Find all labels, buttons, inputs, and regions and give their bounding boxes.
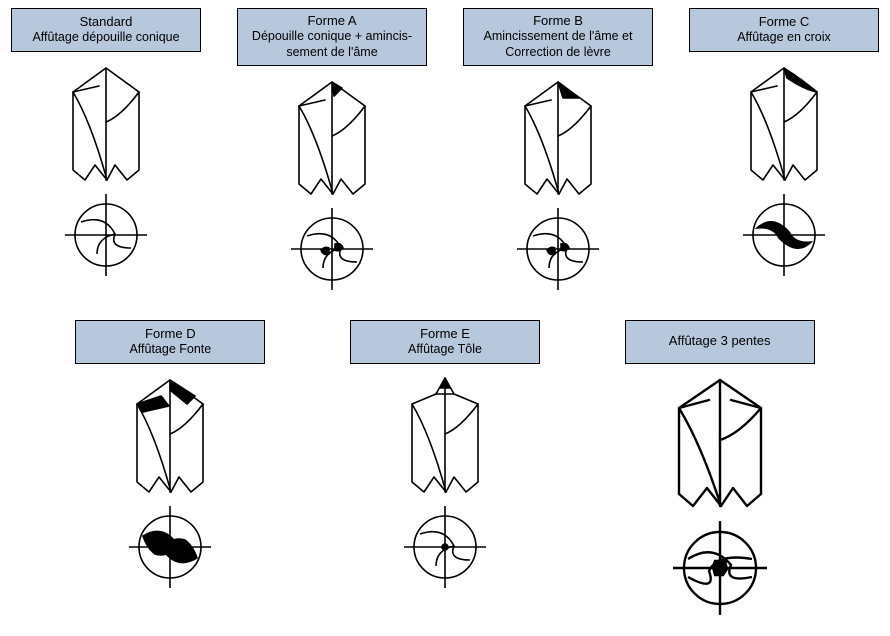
- end-view-icon: [65, 194, 147, 276]
- label-formeA: Forme A Dépouille conique + amincis-seme…: [237, 8, 427, 66]
- subtitle: Affûtage Fonte: [129, 342, 211, 358]
- label-formeE: Forme E Affûtage Tôle: [350, 320, 540, 364]
- drawings-formeE: [400, 374, 490, 588]
- row-0: Standard Affûtage dépouille conique: [8, 8, 882, 290]
- subtitle: Amincissement de l'âme etCorrection de l…: [484, 29, 633, 60]
- end-view-icon: [291, 208, 373, 290]
- end-view-icon: [517, 208, 599, 290]
- subtitle: Affûtage en croix: [737, 30, 831, 46]
- title: Forme A: [307, 13, 356, 29]
- card-formeE: Forme E Affûtage Tôle: [335, 320, 555, 615]
- side-view-icon: [513, 76, 603, 196]
- title: Forme B: [533, 13, 583, 29]
- title: Forme D: [145, 326, 196, 342]
- subtitle: Affûtage Tôle: [408, 342, 482, 358]
- side-view-icon: [61, 62, 151, 182]
- title: Affûtage 3 pentes: [669, 333, 771, 349]
- side-view-icon: [287, 76, 377, 196]
- card-formeA: Forme A Dépouille conique + amincis-seme…: [234, 8, 430, 290]
- subtitle: Affûtage dépouille conique: [32, 30, 179, 46]
- title: Standard: [80, 14, 133, 30]
- drawings-formeA: [287, 76, 377, 290]
- label-formeB: Forme B Amincissement de l'âme etCorrect…: [463, 8, 653, 66]
- side-view-icon: [400, 374, 490, 494]
- label-standard: Standard Affûtage dépouille conique: [11, 8, 201, 52]
- side-view-icon: [739, 62, 829, 182]
- diagram-grid: Standard Affûtage dépouille conique: [8, 8, 882, 615]
- card-standard: Standard Affûtage dépouille conique: [8, 8, 204, 290]
- subtitle: Dépouille conique + amincis-sement de l'…: [252, 29, 412, 60]
- drawings-formeC: [739, 62, 829, 276]
- drawings-formeB: [513, 76, 603, 290]
- label-formeC: Forme C Affûtage en croix: [689, 8, 879, 52]
- card-formeD: Forme D Affûtage Fonte: [60, 320, 280, 615]
- end-view-icon: [673, 521, 767, 615]
- card-formeC: Forme C Affûtage en croix: [686, 8, 882, 290]
- card-pentes3: Affûtage 3 pentes: [610, 320, 830, 615]
- end-view-icon: [404, 506, 486, 588]
- side-view-icon: [665, 374, 775, 509]
- label-formeD: Forme D Affûtage Fonte: [75, 320, 265, 364]
- label-pentes3: Affûtage 3 pentes: [625, 320, 815, 364]
- title: Forme C: [759, 14, 810, 30]
- drawings-pentes3: [665, 374, 775, 615]
- card-formeB: Forme B Amincissement de l'âme etCorrect…: [460, 8, 656, 290]
- row-1: Forme D Affûtage Fonte: [8, 320, 882, 615]
- drawings-standard: [61, 62, 151, 276]
- title: Forme E: [420, 326, 470, 342]
- side-view-icon: [125, 374, 215, 494]
- end-view-icon: [129, 506, 211, 588]
- end-view-icon: [743, 194, 825, 276]
- drawings-formeD: [125, 374, 215, 588]
